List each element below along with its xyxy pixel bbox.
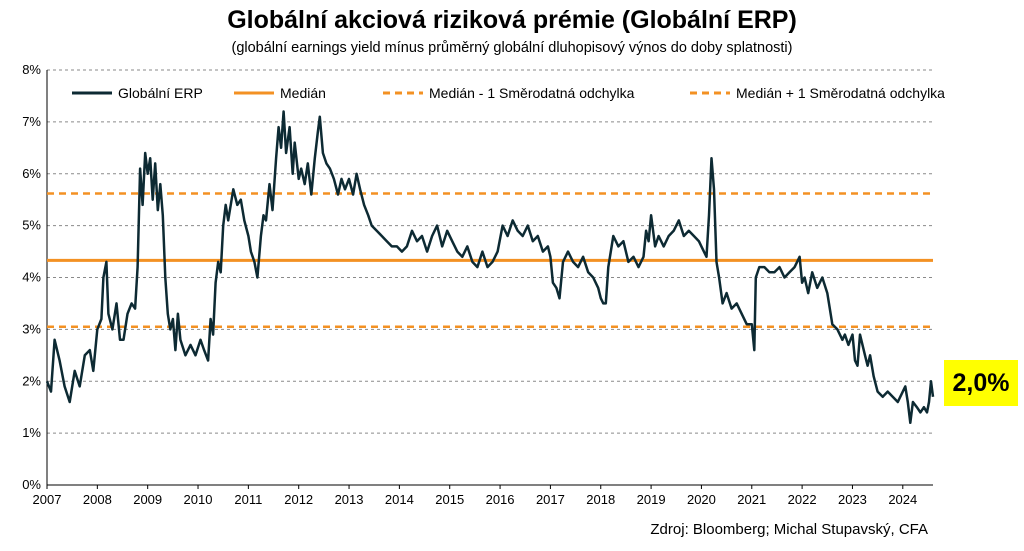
x-tick-label: 2023 [838,492,867,507]
y-tick-label: 0% [22,477,41,492]
y-tick-label: 7% [22,114,41,129]
x-tick-label: 2022 [788,492,817,507]
series-line-globalni-erp [45,110,935,425]
y-tick-label: 5% [22,218,41,233]
x-tick-label: 2020 [687,492,716,507]
last-value-callout: 2,0% [944,360,1018,406]
x-tick-label: 2008 [83,492,112,507]
x-tick-label: 2018 [586,492,615,507]
x-tick-label: 2024 [888,492,917,507]
x-axis-ticks: 2007 2008 2009 2010 2011 2012 2013 2014 2015 2016… [33,485,917,507]
gridlines [46,69,933,486]
y-tick-label: 2% [22,373,41,388]
legend-label: Medián [280,85,326,101]
x-tick-label: 2017 [536,492,565,507]
x-tick-label: 2012 [284,492,313,507]
x-tick-label: 2019 [637,492,666,507]
y-tick-label: 6% [22,166,41,181]
y-tick-label: 4% [22,270,41,285]
legend-label: Medián + 1 Směrodatná odchylka [736,85,945,101]
x-tick-label: 2014 [385,492,414,507]
source-note: Zdroj: Bloomberg; Michal Stupavský, CFA [650,521,928,538]
x-tick-label: 2010 [184,492,213,507]
y-tick-label: 8% [22,62,41,77]
y-tick-label: 3% [22,321,41,336]
y-tick-label: 1% [22,425,41,440]
reference-lines [47,192,933,329]
x-tick-label: 2015 [435,492,464,507]
chart-title: Globální akciová riziková prémie (Globál… [227,6,797,34]
x-tick-label: 2021 [737,492,766,507]
x-tick-label: 2013 [335,492,364,507]
legend: Globální ERP Medián Medián - 1 Směrodatná … [72,85,945,101]
x-tick-label: 2009 [133,492,162,507]
x-tick-label: 2007 [33,492,62,507]
y-axis-ticks: 0% 1% 2% 3% 4% 5% 6% 7% 8% [22,62,41,492]
legend-label: Globální ERP [118,85,203,101]
series-layer [45,110,935,425]
chart-subtitle: (globální earnings yield mínus průměrný … [231,40,793,56]
legend-label: Medián - 1 Směrodatná odchylka [429,85,635,101]
x-tick-label: 2016 [486,492,515,507]
x-tick-label: 2011 [234,492,262,507]
